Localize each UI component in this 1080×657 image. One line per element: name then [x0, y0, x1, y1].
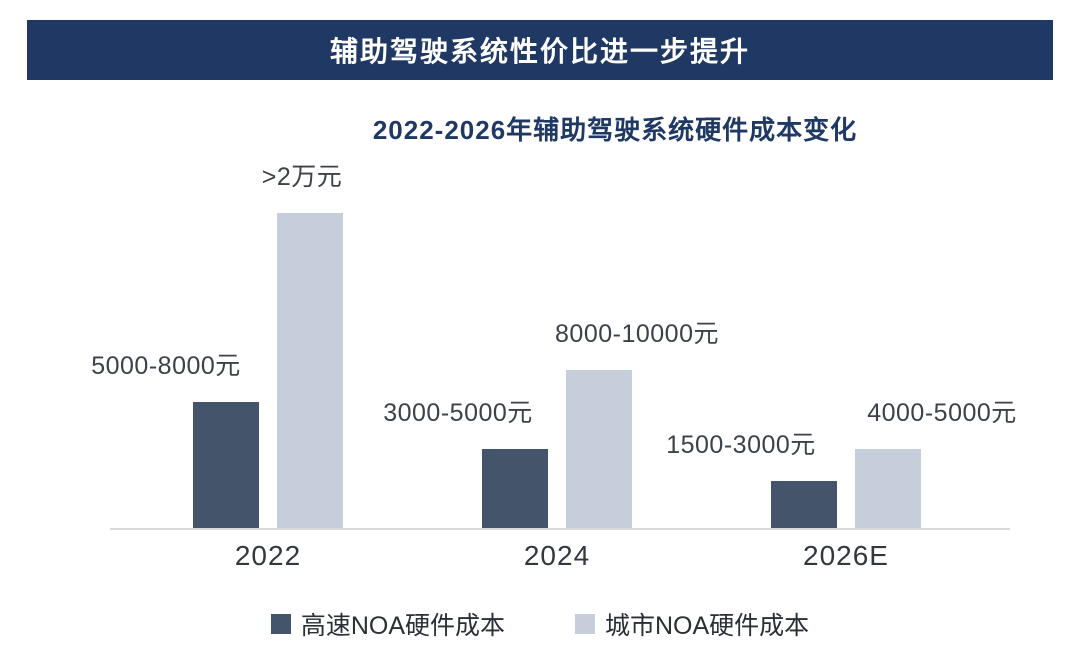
legend-item-highway-noa: 高速NOA硬件成本 [270, 606, 505, 642]
chart-title: 2022-2026年辅助驾驶系统硬件成本变化 [372, 115, 858, 145]
bar-value-label-highway-noa-2024: 3000-5000元 [383, 399, 533, 427]
x-axis-label-2022: 2022 [234, 540, 302, 571]
x-axis-labels: 2022 2024 2026E [110, 540, 1010, 580]
bar-value-label-city-noa-2022: >2万元 [261, 163, 343, 191]
plot-area: 5000-8000元 >2万元 3000-5000元 8000-10000元 1500-… [91, 150, 1016, 530]
bar-highway-noa-2024 [482, 449, 548, 528]
legend-label-highway-noa: 高速NOA硬件成本 [300, 612, 505, 640]
bar-city-noa-2022 [277, 213, 343, 528]
legend-item-city-noa: 城市NOA硬件成本 [575, 606, 809, 642]
bar-city-noa-2026E [855, 449, 921, 528]
page-title: 辅助驾驶系统性价比进一步提升 [329, 36, 750, 67]
bar-value-label-city-noa-2024: 8000-10000元 [555, 320, 719, 348]
x-axis-label-2024: 2024 [523, 540, 591, 571]
legend-label-city-noa: 城市NOA硬件成本 [605, 612, 810, 640]
legend-swatch-city-noa-icon [575, 614, 595, 634]
page-title-banner: 辅助驾驶系统性价比进一步提升 [27, 20, 1053, 80]
x-axis-label-2026E: 2026E [803, 540, 889, 571]
legend-swatch-highway-noa-icon [270, 614, 291, 634]
bar-value-label-city-noa-2026E: 4000-5000元 [867, 399, 1017, 427]
bar-value-label-highway-noa-2026E: 1500-3000元 [666, 431, 816, 459]
bar-value-label-highway-noa-2022: 5000-8000元 [91, 352, 241, 380]
legend: 高速NOA硬件成本 城市NOA硬件成本 [0, 606, 1080, 642]
bar-highway-noa-2026E [771, 481, 837, 528]
bar-highway-noa-2022 [193, 402, 259, 528]
bar-city-noa-2024 [566, 370, 632, 528]
